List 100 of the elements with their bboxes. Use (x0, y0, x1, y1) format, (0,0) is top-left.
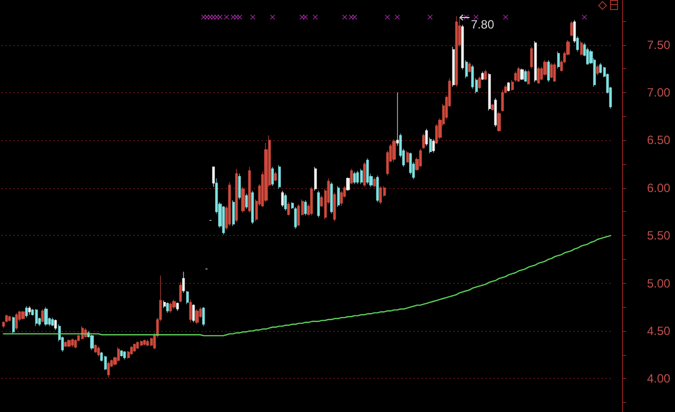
candlestick (406, 150, 409, 162)
candlestick (455, 16, 458, 88)
line-series (2, 234, 612, 336)
candlestick (232, 200, 235, 226)
candlestick (51, 317, 54, 326)
candlestick (8, 315, 11, 322)
candlestick (123, 350, 126, 360)
candlestick (25, 306, 28, 318)
candlestick (360, 168, 363, 184)
candlestick (586, 47, 589, 66)
candlestick (580, 40, 583, 56)
y-tick-label: 6.50 (647, 133, 671, 148)
candlestick (520, 68, 524, 80)
candlestick (330, 182, 333, 214)
candlestick (534, 40, 537, 82)
candlestick (547, 60, 550, 82)
candlestick (35, 308, 38, 326)
candlestick (150, 337, 153, 346)
candlestick (363, 162, 366, 188)
candlestick (281, 190, 284, 208)
annotation: 7.80 (470, 18, 495, 32)
candlestick (228, 182, 231, 226)
candlestick (478, 76, 481, 89)
candlestick (176, 302, 179, 312)
candlestick (241, 186, 245, 213)
candlestick (429, 137, 432, 154)
candlestick (140, 340, 143, 346)
candlestick (117, 346, 120, 362)
candlestick (353, 171, 356, 184)
candlestick (186, 290, 189, 305)
candlestick (15, 312, 18, 330)
candlestick (192, 304, 195, 323)
candlestick (143, 339, 146, 346)
candlestick (304, 200, 307, 216)
candlestick (484, 69, 487, 80)
candlestick (599, 62, 602, 74)
candlestick (166, 302, 169, 314)
candlestick (94, 344, 97, 354)
candlestick (120, 350, 123, 357)
y-tick-label: 5.50 (647, 228, 671, 243)
candlestick (163, 300, 166, 308)
candlestick (245, 193, 248, 210)
candlestick (452, 46, 455, 88)
candlestick (422, 133, 425, 150)
candlestick (90, 334, 94, 350)
candlestick (248, 166, 251, 213)
candlestick (195, 308, 199, 325)
candlestick (543, 60, 547, 76)
candlestick (222, 206, 225, 235)
candlestick (21, 310, 25, 320)
candlestick (202, 306, 205, 326)
candlestick (317, 190, 320, 218)
candlestick (71, 338, 74, 348)
candlestick (491, 104, 494, 111)
candlestick (468, 62, 471, 73)
candlestick (54, 319, 57, 330)
candlestick (573, 20, 576, 44)
candlestick (172, 299, 176, 310)
candlestick (356, 170, 359, 184)
y-tick-label: 7.00 (647, 86, 671, 100)
candlestick (274, 171, 277, 182)
candlestick (432, 138, 435, 153)
candlestick (28, 306, 31, 316)
candlestick (284, 193, 287, 212)
candlestick (517, 66, 520, 82)
candlestick (524, 69, 527, 82)
candlestick (576, 36, 579, 52)
candlestick (235, 168, 238, 223)
candlestick (537, 66, 540, 84)
candlestick (287, 202, 290, 216)
candlestick (297, 204, 300, 226)
candlestick (425, 128, 428, 146)
candlestick (333, 192, 336, 222)
candlestick (107, 361, 110, 378)
candlestick (12, 316, 15, 334)
candlestick (376, 175, 379, 202)
candlestick (550, 62, 553, 79)
candlestick (97, 346, 100, 357)
candlestick (74, 339, 77, 348)
candlestick (130, 346, 133, 356)
candlestick (530, 46, 533, 69)
candlestick (314, 166, 317, 192)
candlestick (169, 302, 172, 314)
candlestick (392, 138, 396, 162)
candlestick (251, 190, 254, 224)
candlestick (553, 62, 556, 82)
candlestick (507, 82, 510, 92)
candlestick (461, 24, 464, 70)
candlestick (340, 190, 343, 206)
y-tick-label: 6.00 (647, 180, 671, 195)
y-tick-label: 4.00 (647, 372, 671, 386)
candlestick (41, 308, 44, 323)
y-tick-label: 7.50 (647, 38, 671, 52)
candlestick (527, 69, 530, 84)
candlestick (238, 173, 241, 200)
candlestick (278, 164, 281, 190)
y-tick-label: 4.50 (647, 324, 671, 338)
candlestick (212, 166, 215, 188)
candlestick (271, 166, 274, 186)
candlestick (366, 158, 369, 184)
